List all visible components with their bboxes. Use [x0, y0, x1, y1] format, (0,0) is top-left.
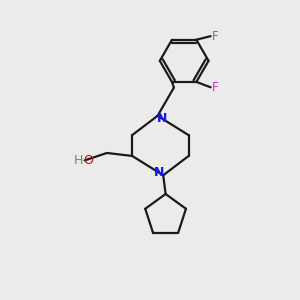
Text: O: O — [83, 154, 93, 167]
Text: N: N — [157, 112, 167, 125]
Text: F: F — [212, 30, 218, 43]
Text: H: H — [74, 154, 83, 167]
Text: N: N — [154, 167, 164, 179]
Text: F: F — [212, 81, 218, 94]
